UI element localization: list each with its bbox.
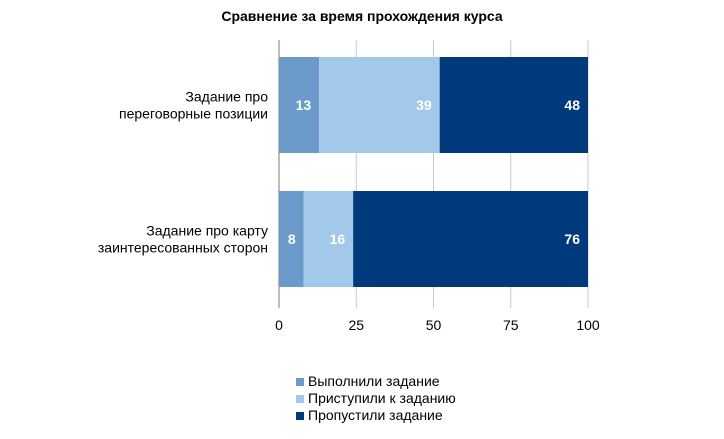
bar-value-label: 16	[330, 231, 346, 247]
x-tick-label: 50	[426, 317, 442, 333]
legend-label: Пропустили задание	[308, 407, 443, 423]
bar-value-label: 76	[564, 231, 580, 247]
category-label: переговорные позиции	[119, 106, 268, 122]
bar-value-label: 48	[564, 97, 580, 113]
bar-segment	[303, 191, 354, 287]
bar-segment	[279, 191, 304, 287]
bar-value-label: 13	[296, 97, 312, 113]
bar-segment	[353, 191, 588, 287]
legend-swatch	[296, 395, 304, 403]
bar-segment	[319, 57, 440, 153]
bar-value-label: 8	[288, 231, 296, 247]
category-label: заинтересованных сторон	[98, 240, 268, 256]
x-axis-tick-labels: 0 25 50 75 100	[275, 317, 600, 333]
bar-value-label: 39	[416, 97, 432, 113]
bar-segment	[279, 57, 320, 153]
category-label: Задание про	[185, 89, 268, 105]
value-labels: 13 39 48 8 16 76	[288, 97, 580, 247]
legend-label: Приступили к заданию	[308, 390, 456, 406]
x-tick-label: 75	[503, 317, 519, 333]
x-tick-label: 100	[576, 317, 600, 333]
x-tick-label: 0	[275, 317, 283, 333]
bars	[279, 57, 588, 287]
category-label: Задание про карту	[146, 223, 268, 239]
chart-title: Сравнение за время прохождения курса	[221, 8, 503, 24]
legend-label: Выполнили задание	[308, 373, 440, 389]
legend-swatch	[296, 412, 304, 420]
legend-swatch	[296, 378, 304, 386]
x-tick-label: 25	[348, 317, 364, 333]
bar-segment	[439, 57, 588, 153]
